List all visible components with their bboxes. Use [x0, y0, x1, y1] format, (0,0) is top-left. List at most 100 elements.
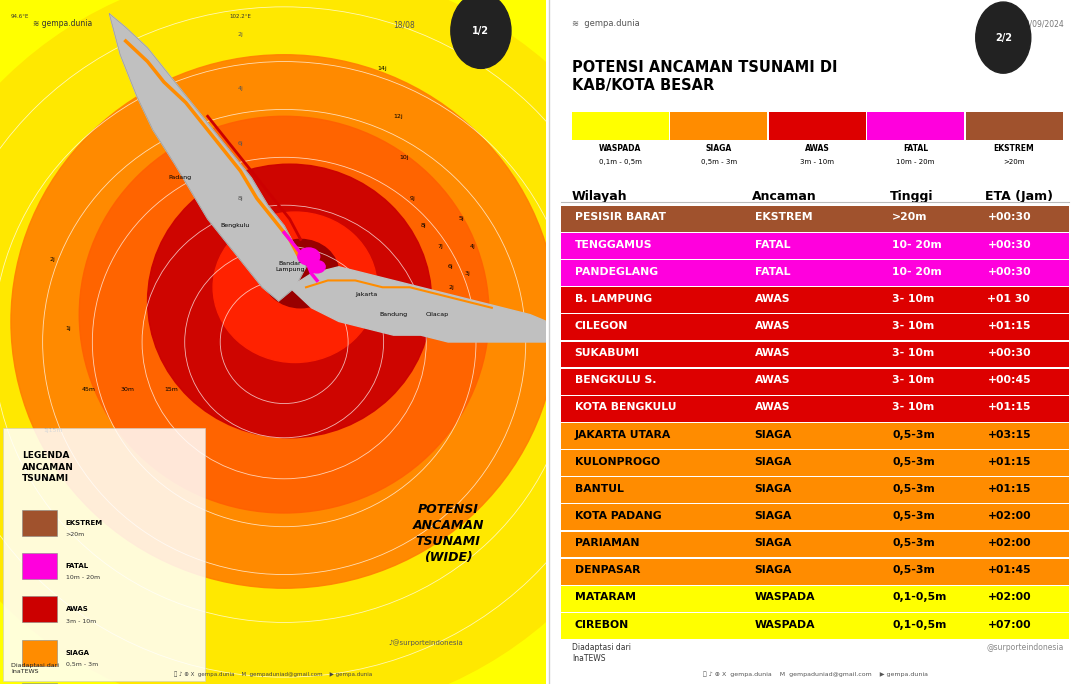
Text: +01:15: +01:15 — [987, 321, 1031, 331]
Text: Tinggi: Tinggi — [890, 190, 933, 203]
FancyBboxPatch shape — [562, 613, 1069, 639]
FancyBboxPatch shape — [562, 206, 1069, 232]
Text: FATAL: FATAL — [903, 144, 928, 153]
Text: 0,5-3m: 0,5-3m — [892, 565, 935, 575]
Text: EKSTREM: EKSTREM — [66, 521, 103, 526]
Text: WASPADA: WASPADA — [755, 592, 815, 603]
Text: SIAGA: SIAGA — [755, 430, 792, 440]
Text: SIAGA: SIAGA — [705, 144, 732, 153]
Text: 94.6°E: 94.6°E — [11, 14, 29, 18]
FancyBboxPatch shape — [562, 287, 1069, 313]
Polygon shape — [109, 14, 306, 301]
Text: BENGKULU S.: BENGKULU S. — [575, 376, 657, 385]
Text: 10- 20m: 10- 20m — [892, 239, 942, 250]
Text: 2j: 2j — [50, 257, 55, 263]
FancyBboxPatch shape — [562, 233, 1069, 259]
Ellipse shape — [213, 212, 377, 363]
Text: Wilayah: Wilayah — [572, 190, 627, 203]
Text: 9j: 9j — [410, 196, 416, 201]
Text: >20m: >20m — [892, 213, 928, 222]
Text: SIAGA: SIAGA — [755, 538, 792, 548]
Text: ETA (Jam): ETA (Jam) — [985, 190, 1053, 203]
Text: AWAS: AWAS — [755, 294, 791, 304]
Text: SUKABUMI: SUKABUMI — [575, 348, 639, 358]
Circle shape — [975, 2, 1030, 73]
Text: >20m: >20m — [66, 532, 85, 538]
Text: 15m: 15m — [164, 387, 178, 393]
Text: SIAGA: SIAGA — [755, 511, 792, 521]
Text: KULONPROGO: KULONPROGO — [575, 457, 660, 466]
Text: 0,5-3m: 0,5-3m — [892, 538, 935, 548]
FancyBboxPatch shape — [562, 559, 1069, 585]
FancyBboxPatch shape — [867, 112, 964, 140]
FancyBboxPatch shape — [22, 596, 57, 622]
Text: WASPADA: WASPADA — [755, 620, 815, 629]
Text: 6j: 6j — [448, 264, 454, 269]
Text: 1j15m: 1j15m — [43, 428, 64, 434]
Text: 0,5-3m: 0,5-3m — [892, 457, 935, 466]
Text: ♪@surporteindonesia: ♪@surporteindonesia — [389, 640, 463, 646]
Text: +01:15: +01:15 — [987, 402, 1031, 412]
Text: 1j30m: 1j30m — [32, 476, 53, 482]
Text: Padang: Padang — [168, 175, 192, 181]
Text: @surporteindonesia: @surporteindonesia — [987, 643, 1064, 652]
FancyBboxPatch shape — [562, 315, 1069, 340]
FancyBboxPatch shape — [562, 396, 1069, 421]
FancyBboxPatch shape — [22, 553, 57, 579]
Text: FATAL: FATAL — [66, 564, 89, 569]
Text: Cilacap: Cilacap — [426, 312, 449, 317]
Ellipse shape — [0, 0, 782, 684]
Text: 45m: 45m — [82, 387, 96, 393]
Text: 4j: 4j — [238, 86, 243, 92]
Text: 3- 10m: 3- 10m — [892, 294, 934, 304]
Text: Diadaptasi dari
InaTEWS: Diadaptasi dari InaTEWS — [572, 643, 631, 663]
FancyBboxPatch shape — [562, 369, 1069, 395]
Text: 3- 10m: 3- 10m — [892, 348, 934, 358]
Text: Bandung: Bandung — [379, 312, 407, 317]
Polygon shape — [262, 0, 546, 239]
Text: 10m - 20m: 10m - 20m — [896, 159, 935, 165]
Text: BANTUL: BANTUL — [575, 484, 623, 494]
Text: JAKARTA UTARA: JAKARTA UTARA — [575, 430, 671, 440]
FancyBboxPatch shape — [22, 640, 57, 666]
Text: +00:30: +00:30 — [987, 213, 1031, 222]
Text: +02:00: +02:00 — [987, 511, 1031, 521]
Text: ⬛ ♪ ⊕ X  gempa.dunia    M  gempaduniad@gmail.com    ▶ gempa.dunia: ⬛ ♪ ⊕ X gempa.dunia M gempaduniad@gmail.… — [703, 672, 928, 677]
Text: AWAS: AWAS — [755, 348, 791, 358]
FancyBboxPatch shape — [22, 683, 57, 684]
Text: 30m: 30m — [120, 387, 134, 393]
Text: 3m - 10m: 3m - 10m — [66, 618, 96, 624]
Text: 102.2°E: 102.2°E — [230, 14, 252, 18]
Text: CILEGON: CILEGON — [575, 321, 627, 331]
Text: 0,5m - 3m: 0,5m - 3m — [66, 661, 98, 667]
Text: POTENSI
ANCAMAN
TSUNAMI
(WIDE): POTENSI ANCAMAN TSUNAMI (WIDE) — [413, 503, 484, 564]
Text: SIAGA: SIAGA — [755, 484, 792, 494]
Text: 0,1-0,5m: 0,1-0,5m — [892, 620, 946, 629]
Text: 3j: 3j — [464, 271, 470, 276]
Polygon shape — [289, 267, 546, 342]
Ellipse shape — [262, 239, 339, 308]
Text: +00:30: +00:30 — [987, 348, 1031, 358]
FancyBboxPatch shape — [562, 505, 1069, 530]
Text: >20m: >20m — [1003, 159, 1025, 165]
Text: CIREBON: CIREBON — [575, 620, 629, 629]
Text: AWAS: AWAS — [755, 402, 791, 412]
Text: Bandar
Lampung: Bandar Lampung — [275, 261, 305, 272]
Text: +03:15: +03:15 — [987, 430, 1031, 440]
Text: 12j: 12j — [393, 114, 403, 119]
Ellipse shape — [0, 0, 675, 684]
Text: 3m - 10m: 3m - 10m — [800, 159, 834, 165]
FancyBboxPatch shape — [562, 341, 1069, 367]
Text: 2j: 2j — [448, 285, 454, 290]
Ellipse shape — [11, 55, 557, 588]
Text: MATARAM: MATARAM — [575, 592, 636, 603]
Text: AWAS: AWAS — [755, 376, 791, 385]
Text: ⬛ ♪ ⊕ X  gempa.dunia    M  gempaduniad@gmail.com    ▶ gempa.dunia: ⬛ ♪ ⊕ X gempa.dunia M gempaduniad@gmail.… — [174, 672, 373, 677]
Text: EKSTREM: EKSTREM — [755, 213, 812, 222]
Text: ≋  gempa.dunia: ≋ gempa.dunia — [572, 19, 639, 28]
Text: 8j: 8j — [421, 223, 427, 228]
Text: 110.4°E: 110.4°E — [470, 14, 491, 18]
Text: +01:15: +01:15 — [987, 484, 1031, 494]
Text: Diadaptasi dari
InaTEWS: Diadaptasi dari InaTEWS — [11, 663, 59, 674]
Text: AWAS: AWAS — [66, 607, 89, 612]
